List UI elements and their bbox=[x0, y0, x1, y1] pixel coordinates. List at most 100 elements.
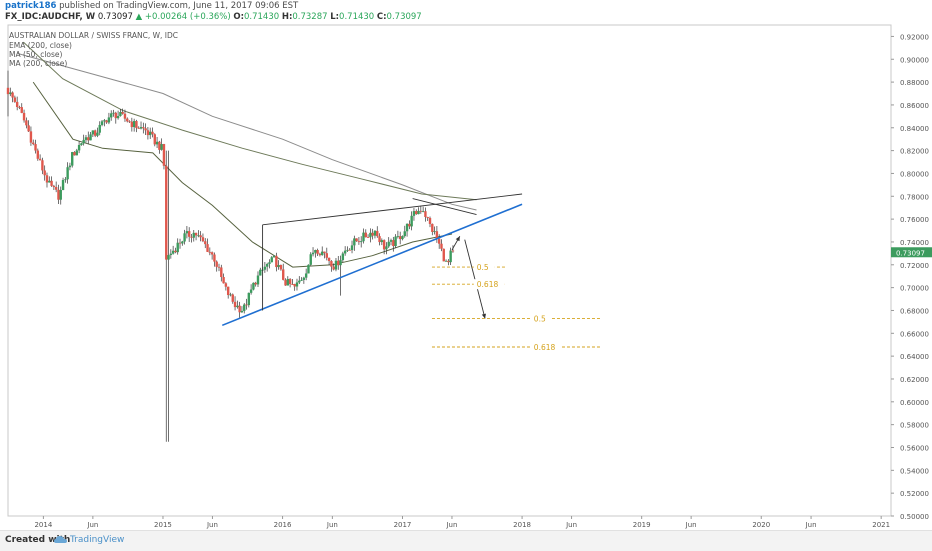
candle-body bbox=[54, 187, 58, 190]
candle-body bbox=[353, 238, 356, 246]
candle-body bbox=[357, 241, 361, 243]
time-tick-label: Jun bbox=[326, 521, 338, 529]
author-link[interactable]: patrick186 bbox=[5, 1, 57, 11]
candle-body bbox=[259, 269, 262, 276]
close-label: C: bbox=[376, 12, 387, 22]
close-value: 0.73097 bbox=[386, 12, 422, 22]
candle-body bbox=[307, 264, 310, 274]
candle-body bbox=[396, 236, 400, 237]
candle-body bbox=[165, 165, 168, 260]
candle-body bbox=[68, 165, 72, 168]
candle-body bbox=[153, 134, 156, 145]
candle-body bbox=[91, 130, 95, 135]
candle-body bbox=[171, 250, 175, 254]
support-trendline bbox=[221, 203, 523, 327]
footer-bar: Created with TradingView bbox=[0, 530, 932, 551]
candle-body bbox=[185, 231, 189, 234]
projection-arrow-up-head bbox=[455, 236, 460, 242]
candle-body bbox=[376, 230, 379, 237]
candle-body bbox=[380, 240, 384, 243]
candle-body bbox=[318, 253, 322, 256]
candle-body bbox=[73, 152, 76, 156]
candle-body bbox=[84, 137, 88, 140]
candle-body bbox=[243, 304, 246, 311]
candle-body bbox=[408, 223, 411, 227]
candle-body bbox=[204, 241, 207, 245]
candle-body bbox=[405, 223, 409, 232]
candle-body bbox=[364, 232, 367, 238]
price-tick-label: 0.80000 bbox=[900, 170, 929, 178]
candle-body bbox=[385, 246, 388, 250]
high-label: H: bbox=[281, 12, 293, 22]
chart-header: patrick186 published on TradingView.com,… bbox=[0, 0, 932, 24]
price-tick-label: 0.78000 bbox=[900, 193, 929, 201]
price-tick-label: 0.70000 bbox=[900, 285, 929, 293]
candle-body bbox=[293, 284, 296, 287]
price-tick-label: 0.74000 bbox=[900, 239, 929, 247]
candle-body bbox=[316, 249, 319, 254]
candle-body bbox=[178, 242, 182, 244]
candle-body bbox=[226, 286, 230, 296]
candle-body bbox=[206, 244, 209, 252]
candle-body bbox=[355, 238, 358, 242]
candle-body bbox=[268, 262, 271, 264]
candle-body bbox=[201, 237, 205, 242]
time-tick-label: Jun bbox=[445, 521, 457, 529]
candle-body bbox=[103, 120, 106, 122]
candle-body bbox=[64, 179, 67, 181]
high-value: 0.73287 bbox=[292, 12, 328, 22]
price-chart[interactable]: 0.5 0.618 0.5 0.618 0.92000 0.90000 0.88000 0.… bbox=[0, 0, 932, 530]
candle-body bbox=[311, 252, 315, 255]
candle-body bbox=[286, 279, 290, 286]
tradingview-brand[interactable]: TradingView bbox=[70, 535, 125, 545]
candle-body bbox=[362, 232, 365, 242]
candle-body bbox=[343, 250, 347, 254]
candle-body bbox=[451, 250, 455, 252]
candle-body bbox=[139, 127, 143, 129]
candle-body bbox=[144, 128, 147, 131]
candle-body bbox=[9, 92, 12, 95]
candle-body bbox=[210, 252, 214, 255]
legend-title: AUSTRALIAN DOLLAR / SWISS FRANC, W, IDC bbox=[9, 31, 178, 40]
candle-body bbox=[433, 231, 436, 233]
candle-body bbox=[263, 266, 267, 270]
candle-body bbox=[378, 236, 381, 243]
candle-body bbox=[174, 250, 177, 253]
plot-area[interactable] bbox=[7, 24, 892, 517]
candle-body bbox=[233, 301, 237, 308]
candle-body bbox=[304, 273, 308, 278]
time-tick-label: 2018 bbox=[513, 521, 531, 529]
candle-body bbox=[254, 282, 257, 285]
time-tick-label: 2015 bbox=[154, 521, 172, 529]
candle-body bbox=[194, 232, 198, 236]
candle-body bbox=[440, 243, 443, 249]
candle-body bbox=[158, 141, 161, 150]
candle-body bbox=[300, 279, 303, 281]
candle-body bbox=[100, 121, 104, 125]
time-tick-label: Jun bbox=[86, 521, 98, 529]
candle-body bbox=[249, 289, 253, 293]
last-price: 0.73097 bbox=[97, 12, 133, 22]
candle-body bbox=[252, 282, 255, 290]
low-label: L: bbox=[330, 12, 340, 22]
candle-body bbox=[332, 266, 335, 270]
candle-body bbox=[245, 304, 248, 306]
candle-body bbox=[112, 112, 115, 114]
candle-body bbox=[229, 294, 232, 296]
price-tick-label: 0.58000 bbox=[900, 422, 929, 430]
candle-body bbox=[98, 124, 101, 133]
indicator-line bbox=[17, 53, 477, 211]
candle-body bbox=[215, 261, 218, 267]
candle-body bbox=[20, 107, 23, 113]
candle-body bbox=[128, 121, 131, 123]
time-tick-label: Jun bbox=[805, 521, 817, 529]
candle-body bbox=[142, 127, 145, 129]
candle-body bbox=[82, 139, 85, 144]
candle-body bbox=[421, 211, 425, 213]
candle-body bbox=[181, 241, 184, 244]
candle-body bbox=[323, 251, 326, 254]
candle-body bbox=[41, 160, 44, 171]
candle-body bbox=[373, 230, 377, 236]
candle-body bbox=[169, 253, 173, 256]
fib-level-label: 0.5 bbox=[534, 314, 546, 323]
